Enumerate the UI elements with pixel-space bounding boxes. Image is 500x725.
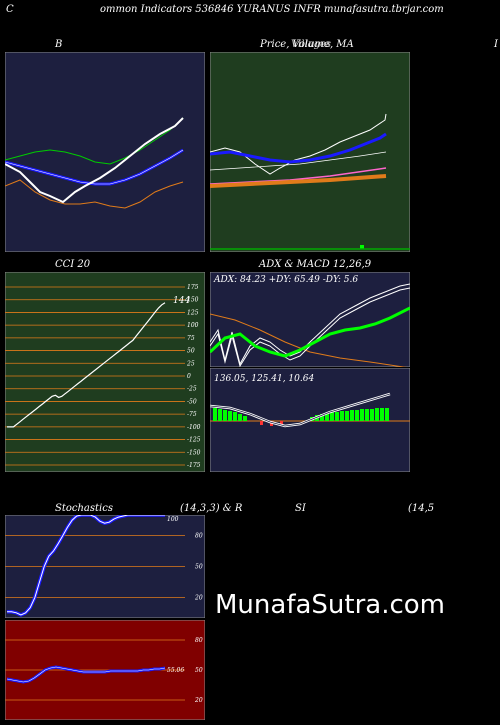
macd-readout: 136.05, 125.41, 10.64 xyxy=(214,374,314,384)
stoch-title: Stochastics xyxy=(55,503,113,514)
stochastics-chart: 80 50 20 100 xyxy=(5,515,205,618)
ma-white xyxy=(210,151,387,171)
y-tick-label-0: 80 xyxy=(195,533,203,540)
cci-panel: 175 150 125 100 75 50 25 0 -25 -50 -75 -100 -125 -150… xyxy=(5,272,205,472)
y-tick-label-8: -25 xyxy=(187,386,197,393)
rsi-panel: 80 50 20 55.06 xyxy=(5,620,205,720)
rsi-last-label: 55.06 xyxy=(167,667,184,674)
bollinger-upper-band xyxy=(5,117,184,165)
y-tick-label-3: 100 xyxy=(187,322,199,329)
watermark: MunafaSutra.com xyxy=(215,590,446,620)
rsi-chart: 80 50 20 55.06 xyxy=(5,620,205,720)
adx-title: ADX & MACD 12,26,9 xyxy=(259,259,372,270)
rsi-params: (14,5 xyxy=(408,503,435,514)
price-chart xyxy=(210,52,410,252)
stoch-last-label: 100 xyxy=(167,516,179,523)
bollinger-panel xyxy=(5,52,205,252)
stoch-params: (14,3,3) & R xyxy=(180,503,243,514)
price-title-overlay: Villages xyxy=(291,39,332,50)
y-tick-label-0: 175 xyxy=(187,284,199,291)
y-tick-label-7: 0 xyxy=(187,373,191,380)
adx-panel: ADX: 84.23 +DY: 65.49 -DY: 5.6 xyxy=(210,272,410,367)
stoch-k-line xyxy=(7,515,165,616)
price-title: Price, Volume, MA xyxy=(260,39,354,50)
y-tick-label-1: 50 xyxy=(195,667,203,674)
adx-plus-di xyxy=(210,283,410,366)
adx-chart: ADX: 84.23 +DY: 65.49 -DY: 5.6 xyxy=(210,272,410,367)
cci-line xyxy=(7,302,166,428)
cci-chart: 175 150 125 100 75 50 25 0 -25 -50 -75 -100 -125 -150… xyxy=(5,272,205,472)
y-tick-label-11: -100 xyxy=(187,424,201,431)
cci-title: CCI 20 xyxy=(55,259,91,270)
y-tick-label-6: 25 xyxy=(186,360,195,367)
y-tick-label-1: 150 xyxy=(187,297,199,304)
adx-minus-di xyxy=(210,313,407,367)
stochastics-panel: 80 50 20 100 xyxy=(5,515,205,618)
y-tick-label-2: 20 xyxy=(194,697,203,704)
y-tick-label-9: -50 xyxy=(187,398,197,405)
rsi-title: SI xyxy=(295,503,306,514)
y-tick-label-12: -125 xyxy=(187,437,201,444)
macd-chart: 136.05, 125.41, 10.64 xyxy=(210,368,410,472)
bollinger-middle-band-highlight xyxy=(5,149,184,185)
y-tick-label-5: 50 xyxy=(187,348,195,355)
y-tick-label-14: -175 xyxy=(187,462,201,469)
macd-line xyxy=(210,393,391,427)
rsi-line-highlight xyxy=(6,666,166,683)
header-title: ommon Indicators 536846 YURANUS INFR mun… xyxy=(100,4,444,15)
y-tick-label-13: -150 xyxy=(187,449,201,456)
adx-strength xyxy=(210,306,410,358)
y-tick-label-1: 50 xyxy=(195,564,203,571)
bollinger-lower-band xyxy=(5,179,184,209)
bollinger-price xyxy=(5,117,184,204)
adx-readout: ADX: 84.23 +DY: 65.49 -DY: 5.6 xyxy=(213,275,358,285)
ma-orange xyxy=(210,174,387,188)
volume-bar xyxy=(360,245,364,249)
y-tick-label-2: 125 xyxy=(187,309,199,316)
bollinger-chart xyxy=(5,52,205,252)
edge-letter: I xyxy=(494,39,498,50)
y-tick-label-0: 80 xyxy=(195,637,203,644)
macd-panel: 136.05, 125.41, 10.64 xyxy=(210,368,410,472)
cci-last-label: 144 xyxy=(173,296,190,306)
y-tick-label-4: 75 xyxy=(187,335,195,342)
header-letter: C xyxy=(6,4,14,15)
bollinger-title: B xyxy=(55,39,63,50)
ma-blue xyxy=(210,132,387,164)
price-panel xyxy=(210,52,410,252)
y-tick-label-2: 20 xyxy=(194,594,203,601)
y-tick-label-10: -75 xyxy=(187,411,197,418)
